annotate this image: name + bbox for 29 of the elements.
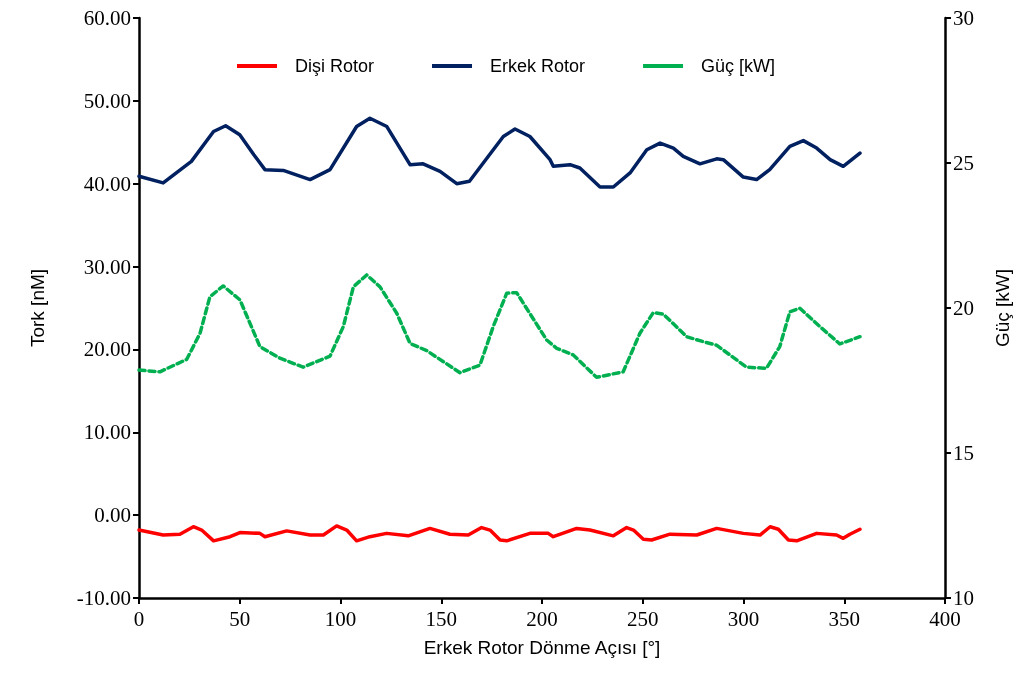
x-tick-label: 50 [229,606,251,631]
x-tick-label: 200 [526,606,558,631]
legend-label: Güç [kW] [701,56,776,76]
y-tick-label: 50.00 [83,88,131,113]
y-axis-title: Tork [nM] [27,268,48,348]
y-tick-label: 20.00 [83,337,131,362]
line-series [137,524,862,543]
x-axis-title: Erkek Rotor Dönme Açısı [°] [423,637,661,658]
y2-tick-label: 15 [953,441,974,465]
y-tick-label: -10.00 [76,586,131,610]
y2-tick-label: 25 [953,151,974,175]
y2-axis-title: Güç [kW] [992,268,1013,348]
y2-tick-label: 30 [953,6,974,30]
y-tick-label: 40.00 [83,171,131,196]
y-tick-label: 10.00 [83,420,131,445]
x-tick-label: 300 [727,606,760,631]
x-tick-label: 250 [627,606,659,631]
line-series [137,116,862,189]
x-tick-label: 350 [828,606,860,631]
y-tick-label: 60.00 [83,6,131,30]
x-tick-label: 0 [133,606,145,631]
legend-label: Dişi Rotor [295,56,375,76]
line-series [137,273,862,380]
x-tick-label: 150 [425,606,457,631]
y2-tick-label: 20 [953,296,974,320]
y-tick-label: 30.00 [83,254,131,279]
y-tick-label: 0.00 [94,503,131,528]
x-tick-label: 100 [324,606,357,631]
legend-label: Erkek Rotor [490,56,586,76]
